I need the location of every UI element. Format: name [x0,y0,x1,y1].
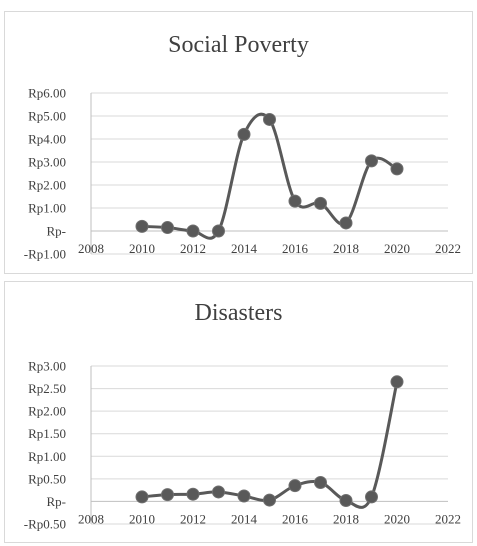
y-tick-label: Rp2.00 [28,178,66,193]
data-point [288,194,302,208]
series-line [141,112,398,240]
y-tick-label: Rp1.00 [28,201,66,216]
y-tick-label: Rp- [47,224,67,239]
y-tick-label: Rp4.00 [28,132,66,147]
x-tick-label: 2016 [282,511,309,526]
data-point [135,219,149,233]
x-tick-label: 2018 [333,241,359,256]
x-tick-label: 2008 [78,511,104,526]
y-tick-label: -Rp1.00 [24,247,66,262]
y-tick-label: Rp2.00 [28,404,66,419]
chart-panel-disasters: Disasters -Rp0.50 Rp- Rp0.50 Rp1.00 Rp1.50 Rp… [4,281,473,543]
x-tick-label: 2010 [129,511,155,526]
y-tick-label: Rp- [47,494,67,509]
data-point [365,154,378,168]
data-point [186,224,200,238]
data-point [314,196,327,210]
chart-title: Social Poverty [168,32,309,58]
y-tick-label: Rp3.00 [28,155,66,170]
chart-panel-social-poverty: Social Poverty -Rp1.00 Rp- Rp1.00 Rp2.00 Rp3… [4,11,473,274]
y-tick-label: Rp6.00 [28,86,66,101]
y-tick-label: -Rp0.50 [24,517,66,532]
data-point [186,487,200,501]
chart-title: Disasters [194,300,283,326]
line-chart-disasters: -Rp0.50 Rp- Rp0.50 Rp1.00 Rp1.50 Rp2.00 Rp2.50… [24,359,461,532]
line-chart-social-poverty: -Rp1.00 Rp- Rp1.00 Rp2.00 Rp3.00 Rp4.00 Rp5.00… [24,86,461,262]
x-tick-label: 2022 [435,511,461,526]
y-tick-label: Rp1.00 [28,449,66,464]
data-point [161,221,174,235]
data-point [339,494,353,508]
y-tick-label: Rp0.50 [28,471,66,486]
x-tick-label: 2018 [333,511,359,526]
x-tick-label: 2012 [180,511,206,526]
y-tick-label: Rp2.50 [28,381,66,396]
x-tick-label: 2020 [384,241,410,256]
data-point [390,162,404,176]
data-point [212,224,225,238]
data-point [212,485,225,499]
x-tick-label: 2012 [180,241,206,256]
x-tick-label: 2016 [282,241,309,256]
x-tick-label: 2008 [78,241,104,256]
data-point [314,475,327,489]
data-point [237,127,251,141]
x-tick-label: 2022 [435,241,461,256]
data-point [390,375,404,389]
x-tick-label: 2010 [129,241,155,256]
series-line [141,381,399,509]
data-point [365,490,378,504]
y-tick-label: Rp1.50 [28,426,66,441]
x-tick-label: 2014 [231,241,258,256]
x-tick-label: 2014 [231,511,258,526]
y-tick-label: Rp3.00 [28,359,66,374]
data-point [339,216,353,230]
x-tick-label: 2020 [384,511,410,526]
data-point [288,479,302,493]
data-point [263,112,276,126]
data-point [263,493,276,507]
y-tick-label: Rp5.00 [28,109,66,124]
data-point [135,490,149,504]
data-point [237,489,251,503]
data-point [161,488,174,502]
